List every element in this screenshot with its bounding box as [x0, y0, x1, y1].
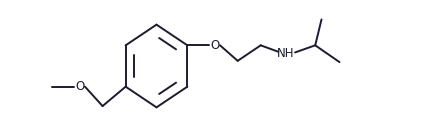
Text: O: O — [75, 80, 84, 93]
Text: O: O — [210, 39, 219, 52]
Text: NH: NH — [277, 47, 295, 60]
